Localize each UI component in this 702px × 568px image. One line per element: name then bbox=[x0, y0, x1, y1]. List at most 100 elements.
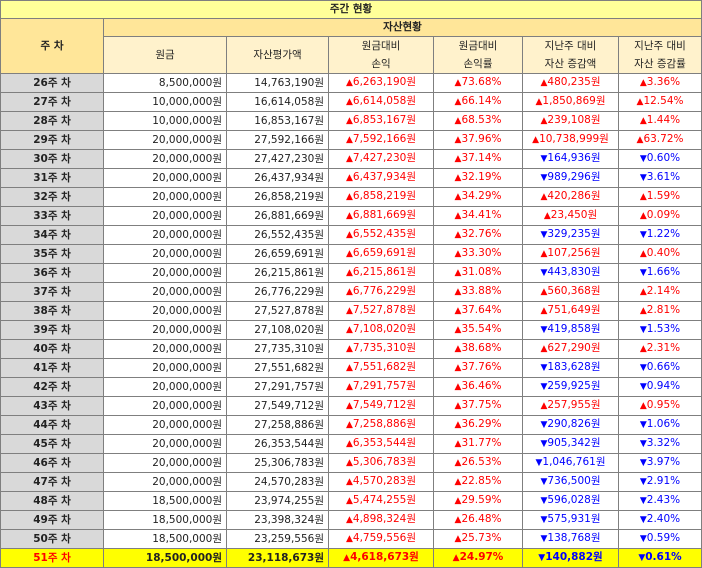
principal-cell: 10,000,000원 bbox=[103, 92, 227, 112]
change-rate-cell-value: 63.72% bbox=[643, 133, 684, 145]
principal-cell: 20,000,000원 bbox=[103, 282, 227, 302]
table-row: 34주 차 20,000,000원 26,552,435원 ▲6,552,435원 ▲3… bbox=[0, 225, 702, 245]
pnl-cell-value: 6,858,219원 bbox=[352, 190, 417, 202]
up-arrow-icon: ▲ bbox=[452, 553, 460, 563]
week-cell-value: 26주 차 bbox=[33, 76, 71, 89]
change-rate-cell: ▲0.40% bbox=[618, 244, 702, 264]
change-rate-cell: ▼0.61% bbox=[618, 548, 702, 568]
up-arrow-icon: ▲ bbox=[345, 496, 353, 506]
up-arrow-icon: ▲ bbox=[540, 78, 548, 88]
week-cell-value: 31주 차 bbox=[33, 171, 71, 184]
pnl-rate-cell: ▲25.73% bbox=[433, 529, 523, 549]
up-arrow-icon: ▲ bbox=[345, 173, 353, 183]
change-rate-cell-value: 0.94% bbox=[646, 380, 681, 392]
pnl-header-line2: 손익 bbox=[371, 58, 391, 70]
up-arrow-icon: ▲ bbox=[454, 477, 462, 487]
principal-cell: 20,000,000원 bbox=[103, 263, 227, 283]
down-arrow-icon: ▼ bbox=[639, 496, 647, 506]
change-rate-cell-value: 1.53% bbox=[646, 323, 681, 335]
down-arrow-icon: ▼ bbox=[639, 420, 647, 430]
change-rate-cell: ▼1.53% bbox=[618, 320, 702, 340]
change-cell-value: 138,768원 bbox=[547, 532, 601, 544]
valuation-cell: 27,427,230원 bbox=[226, 149, 329, 169]
valuation-cell-value: 26,776,229원 bbox=[254, 285, 324, 298]
principal-cell: 20,000,000원 bbox=[103, 149, 227, 169]
week-cell: 36주 차 bbox=[0, 263, 104, 283]
valuation-cell-value: 26,437,934원 bbox=[254, 171, 324, 184]
principal-cell-value: 20,000,000원 bbox=[152, 399, 222, 412]
week-cell: 51주 차 bbox=[0, 548, 104, 568]
table-row: 42주 차 20,000,000원 27,291,757원 ▲7,291,757원 ▲3… bbox=[0, 377, 702, 397]
up-arrow-icon: ▲ bbox=[345, 97, 353, 107]
principal-cell-value: 20,000,000원 bbox=[152, 190, 222, 203]
change-rate-cell-value: 2.43% bbox=[646, 494, 681, 506]
up-arrow-icon: ▲ bbox=[345, 135, 353, 145]
change-rate-cell-value: 1.66% bbox=[646, 266, 681, 278]
valuation-cell: 26,552,435원 bbox=[226, 225, 329, 245]
pnl-rate-cell-value: 38.68% bbox=[461, 342, 502, 354]
change-cell: ▲420,286원 bbox=[522, 187, 619, 207]
principal-cell: 20,000,000원 bbox=[103, 377, 227, 397]
principal-cell-value: 20,000,000원 bbox=[152, 475, 222, 488]
week-cell-value: 49주 차 bbox=[33, 513, 71, 526]
valuation-cell-value: 27,735,310원 bbox=[254, 342, 324, 355]
table-row: 33주 차 20,000,000원 26,881,669원 ▲6,881,669원 ▲3… bbox=[0, 206, 702, 226]
change-rate-cell: ▲0.09% bbox=[618, 206, 702, 226]
week-cell: 30주 차 bbox=[0, 149, 104, 169]
pnl-rate-cell-value: 37.96% bbox=[461, 133, 502, 145]
up-arrow-icon: ▲ bbox=[639, 211, 647, 221]
change-rate-cell: ▲0.95% bbox=[618, 396, 702, 416]
pnl-rate-cell-value: 34.41% bbox=[461, 209, 502, 221]
up-arrow-icon: ▲ bbox=[345, 306, 353, 316]
pnl-cell-value: 6,215,861원 bbox=[352, 266, 417, 278]
change-cell: ▲560,368원 bbox=[522, 282, 619, 302]
week-cell: 27주 차 bbox=[0, 92, 104, 112]
principal-cell-value: 20,000,000원 bbox=[152, 228, 222, 241]
pnl-cell: ▲7,291,757원 bbox=[328, 377, 434, 397]
change-cell: ▼736,500원 bbox=[522, 472, 619, 492]
change-cell: ▼259,925원 bbox=[522, 377, 619, 397]
change-cell: ▼575,931원 bbox=[522, 510, 619, 530]
pnl-rate-header-line2: 손익률 bbox=[463, 58, 493, 70]
pnl-rate-cell: ▲29.59% bbox=[433, 491, 523, 511]
valuation-cell-value: 27,592,166원 bbox=[254, 133, 324, 146]
pnl-cell-value: 7,549,712원 bbox=[352, 399, 417, 411]
valuation-cell: 26,353,544원 bbox=[226, 434, 329, 454]
change-cell-value: 259,925원 bbox=[547, 380, 601, 392]
valuation-cell: 27,291,757원 bbox=[226, 377, 329, 397]
week-cell: 35주 차 bbox=[0, 244, 104, 264]
principal-cell-value: 20,000,000원 bbox=[152, 247, 222, 260]
up-arrow-icon: ▲ bbox=[540, 344, 548, 354]
up-arrow-icon: ▲ bbox=[454, 230, 462, 240]
pnl-cell-value: 6,437,934원 bbox=[352, 171, 417, 183]
week-cell-value: 33주 차 bbox=[33, 209, 71, 222]
week-cell-value: 35주 차 bbox=[33, 247, 71, 260]
down-arrow-icon: ▼ bbox=[540, 477, 548, 487]
valuation-header: 자산평가액 bbox=[226, 36, 329, 74]
pnl-rate-cell-value: 36.46% bbox=[461, 380, 502, 392]
change-rate-cell: ▼2.91% bbox=[618, 472, 702, 492]
valuation-cell: 27,549,712원 bbox=[226, 396, 329, 416]
change-rate-cell: ▲3.36% bbox=[618, 73, 702, 93]
table-row: 49주 차 18,500,000원 23,398,324원 ▲4,898,324원 ▲2… bbox=[0, 510, 702, 530]
change-rate-cell: ▼2.43% bbox=[618, 491, 702, 511]
up-arrow-icon: ▲ bbox=[454, 344, 462, 354]
down-arrow-icon: ▼ bbox=[540, 515, 548, 525]
change-cell-value: 1,850,869원 bbox=[542, 95, 606, 107]
pnl-cell-value: 4,898,324원 bbox=[352, 513, 417, 525]
principal-cell: 20,000,000원 bbox=[103, 434, 227, 454]
pnl-cell: ▲6,263,190원 bbox=[328, 73, 434, 93]
valuation-cell: 16,853,167원 bbox=[226, 111, 329, 131]
week-cell: 34주 차 bbox=[0, 225, 104, 245]
principal-cell: 10,000,000원 bbox=[103, 111, 227, 131]
valuation-cell-value: 14,763,190원 bbox=[254, 76, 324, 89]
week-cell: 38주 차 bbox=[0, 301, 104, 321]
change-cell-value: 443,830원 bbox=[547, 266, 601, 278]
change-cell-value: 183,628원 bbox=[547, 361, 601, 373]
week-cell-value: 51주 차 bbox=[33, 551, 71, 564]
pnl-cell-value: 4,570,283원 bbox=[352, 475, 417, 487]
down-arrow-icon: ▼ bbox=[540, 268, 548, 278]
week-cell: 37주 차 bbox=[0, 282, 104, 302]
down-arrow-icon: ▼ bbox=[638, 553, 646, 563]
